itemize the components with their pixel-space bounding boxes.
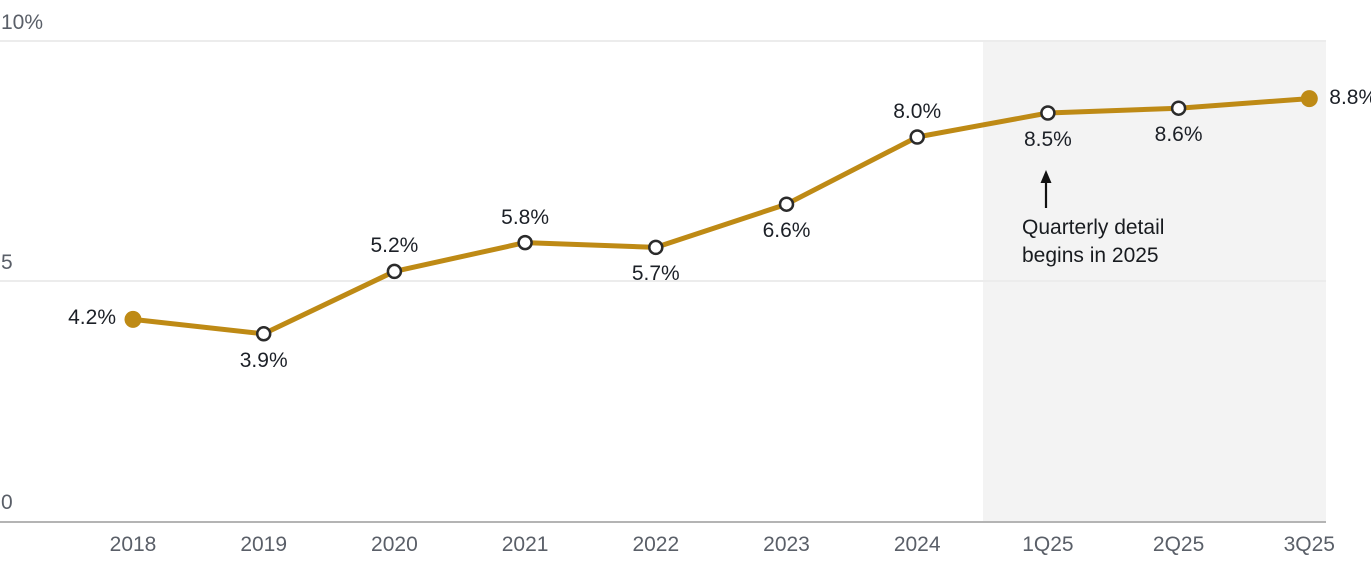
annotation-line-1: Quarterly detail: [1022, 216, 1165, 239]
y-axis-tick-label: 0: [1, 491, 13, 514]
gridline: [0, 280, 1326, 282]
data-label-3Q25: 8.8%: [1329, 85, 1371, 109]
data-label-2020: 5.2%: [370, 234, 419, 258]
data-point-2018: [124, 310, 142, 328]
data-point-3Q25: [1300, 90, 1318, 108]
x-axis-tick-label: 2023: [763, 533, 810, 556]
data-point-1Q25: [1040, 105, 1056, 121]
up-arrow-icon: [1038, 170, 1164, 208]
gridline: [0, 40, 1326, 42]
data-label-2019: 3.9%: [239, 348, 288, 372]
data-label-2022: 5.7%: [631, 262, 680, 286]
data-label-2018: 4.2%: [68, 306, 116, 330]
x-axis-tick-label: 2019: [240, 533, 288, 556]
x-axis-line: [0, 521, 1326, 523]
data-label-2021: 5.8%: [501, 205, 550, 229]
data-point-2019: [255, 326, 272, 342]
x-axis-tick-label: 2Q25: [1152, 533, 1205, 556]
data-point-2023: [778, 196, 795, 212]
annotation: Quarterly detail begins in 2025: [1022, 170, 1164, 270]
data-point-2024: [909, 129, 925, 145]
x-axis-tick-label: 2021: [501, 533, 549, 556]
x-axis-tick-label: 2020: [371, 533, 418, 556]
data-label-2Q25: 8.6%: [1154, 123, 1203, 147]
x-axis-tick-label: 1Q25: [1022, 533, 1074, 556]
x-axis-tick-label: 2022: [632, 533, 680, 556]
x-axis-tick-label: 2018: [109, 533, 157, 556]
data-point-2021: [517, 234, 533, 251]
data-label-2023: 6.6%: [762, 219, 811, 243]
x-axis-tick-label: 2024: [893, 533, 941, 556]
data-label-2024: 8.0%: [893, 100, 942, 123]
annotation-line-2: begins in 2025: [1022, 244, 1159, 267]
y-axis-tick-label: 10%: [1, 11, 44, 34]
trend-line: [132, 96, 1310, 337]
x-axis-tick-label: 3Q25: [1283, 533, 1335, 556]
y-axis-tick-label: 5: [1, 251, 13, 274]
data-label-1Q25: 8.5%: [1023, 128, 1072, 151]
data-point-2020: [386, 263, 403, 280]
data-point-2022: [648, 239, 664, 256]
data-point-2Q25: [1170, 100, 1187, 116]
